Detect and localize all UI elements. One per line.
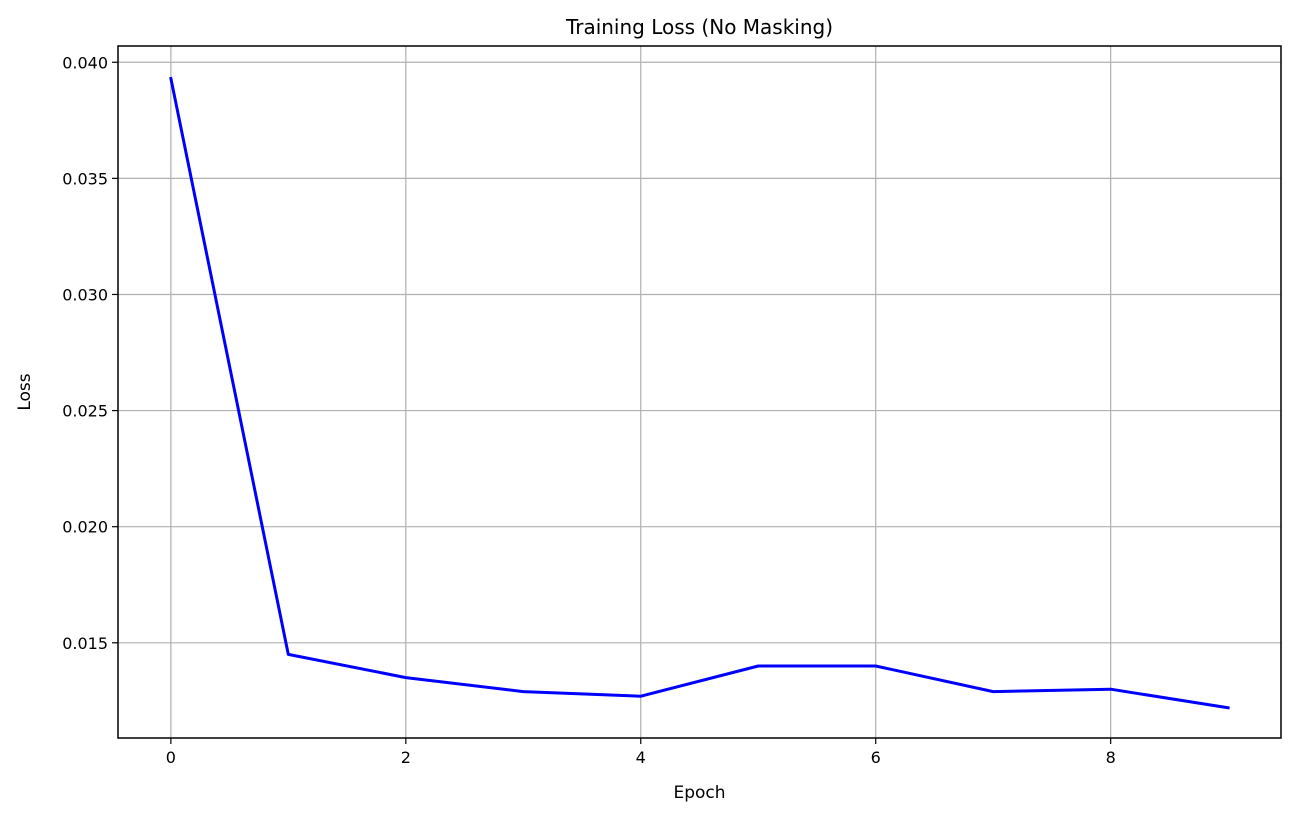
y-tick-label: 0.025 xyxy=(62,402,108,421)
x-tick-label: 6 xyxy=(871,748,881,767)
plot-frame xyxy=(117,45,1282,739)
y-tick-label: 0.015 xyxy=(62,634,108,653)
y-axis-ticks: 0.015 0.020 0.025 0.030 0.035 0.040 xyxy=(62,53,118,653)
x-axis-label: Epoch xyxy=(673,783,725,803)
x-tick-label: 0 xyxy=(166,748,176,767)
x-gridlines xyxy=(170,46,1112,738)
y-tick-label: 0.040 xyxy=(62,53,108,72)
x-tick-label: 2 xyxy=(401,748,411,767)
x-tick-label: 4 xyxy=(636,748,646,767)
series-layer xyxy=(169,76,1230,710)
y-axis-label: Loss xyxy=(15,373,35,410)
series-line xyxy=(169,76,1230,710)
y-tick-label: 0.035 xyxy=(62,169,108,188)
y-gridlines xyxy=(118,61,1281,644)
y-tick-label: 0.020 xyxy=(62,518,108,537)
y-tick-label: 0.030 xyxy=(62,285,108,304)
x-tick-label: 8 xyxy=(1106,748,1116,767)
x-axis-ticks: 0 2 4 6 8 xyxy=(166,738,1116,767)
chart-title: Training Loss (No Masking) xyxy=(565,15,833,39)
